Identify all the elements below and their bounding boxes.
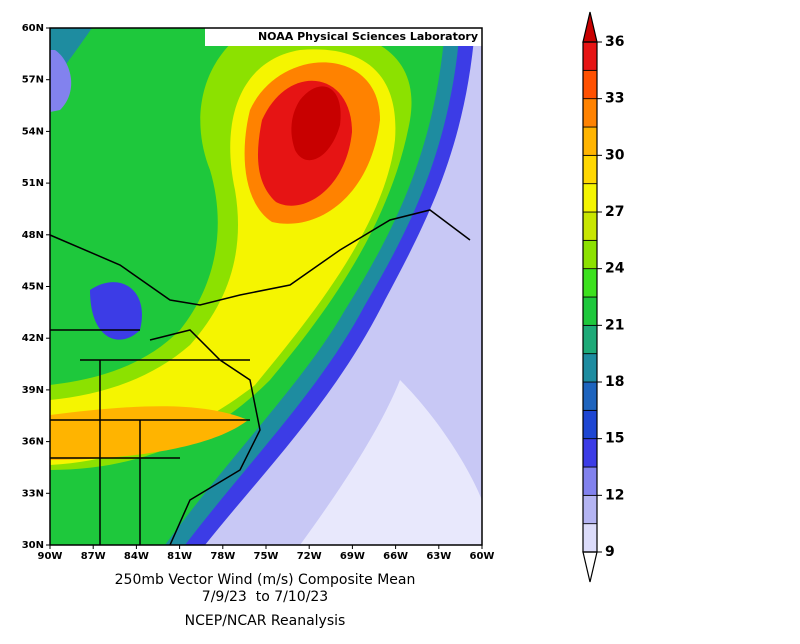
colorbar-band	[582, 98, 598, 128]
watermark: NOAA Physical Sciences Laboratory	[258, 30, 478, 43]
colorbar-band	[582, 69, 598, 100]
colorbar-band	[582, 239, 598, 270]
lon-label: 78W	[210, 551, 235, 562]
lat-label: 30N	[22, 540, 44, 551]
colorbar-band	[582, 324, 598, 355]
colorbar-label: 15	[605, 431, 624, 447]
colorbar-band	[582, 296, 598, 326]
colorbar-label: 9	[605, 544, 615, 560]
lat-label: 45N	[22, 282, 44, 293]
colorbar-band	[582, 126, 598, 156]
lat-label: 48N	[22, 230, 44, 241]
lon-label: 66W	[383, 551, 408, 562]
watermark-box	[205, 28, 482, 46]
colorbar-label: 12	[605, 487, 624, 503]
colorbar-label: 21	[605, 317, 624, 333]
lat-label: 60N	[22, 23, 44, 34]
colorbar-under	[582, 551, 598, 583]
caption-dates: 7/9/23 to 7/10/23	[202, 589, 328, 605]
lat-label: 42N	[22, 333, 44, 344]
lon-label: 90W	[38, 551, 63, 562]
colorbar-band	[582, 183, 598, 213]
colorbar-band	[582, 494, 598, 525]
colorbar-label: 36	[605, 34, 624, 50]
colorbar-band	[582, 409, 598, 440]
colorbar-band	[582, 268, 598, 298]
colorbar-frame	[582, 41, 598, 553]
lat-label: 39N	[22, 385, 44, 396]
colorbar-band	[582, 381, 598, 411]
lat-label: 54N	[22, 126, 44, 137]
caption-title: 250mb Vector Wind (m/s) Composite Mean	[115, 572, 416, 588]
colorbar-label: 33	[605, 91, 624, 107]
lat-label: 36N	[22, 437, 44, 448]
lon-label: 69W	[340, 551, 365, 562]
lon-label: 84W	[124, 551, 149, 562]
lon-label: 72W	[297, 551, 322, 562]
lat-label: 51N	[22, 178, 44, 189]
lon-label: 75W	[254, 551, 279, 562]
colorbar-band	[582, 154, 598, 185]
lon-label: 87W	[81, 551, 106, 562]
colorbar-band	[582, 466, 598, 496]
colorbar-band	[582, 523, 598, 553]
colorbar-label: 27	[605, 204, 624, 220]
lon-label: 81W	[167, 551, 192, 562]
colorbar-band	[582, 353, 598, 383]
colorbar-band	[582, 41, 598, 71]
wind-field	[50, 28, 482, 545]
colorbar-label: 30	[605, 147, 625, 163]
colorbar-band	[582, 438, 598, 468]
colorbar-over	[582, 11, 598, 43]
lat-label: 33N	[22, 488, 44, 499]
colorbar-band	[582, 211, 598, 241]
lat-label: 57N	[22, 75, 44, 86]
lon-label: 63W	[426, 551, 451, 562]
colorbar-label: 24	[605, 261, 625, 277]
lon-label: 60W	[470, 551, 495, 562]
colorbar-label: 18	[605, 374, 624, 390]
caption-source: NCEP/NCAR Reanalysis	[185, 613, 346, 629]
